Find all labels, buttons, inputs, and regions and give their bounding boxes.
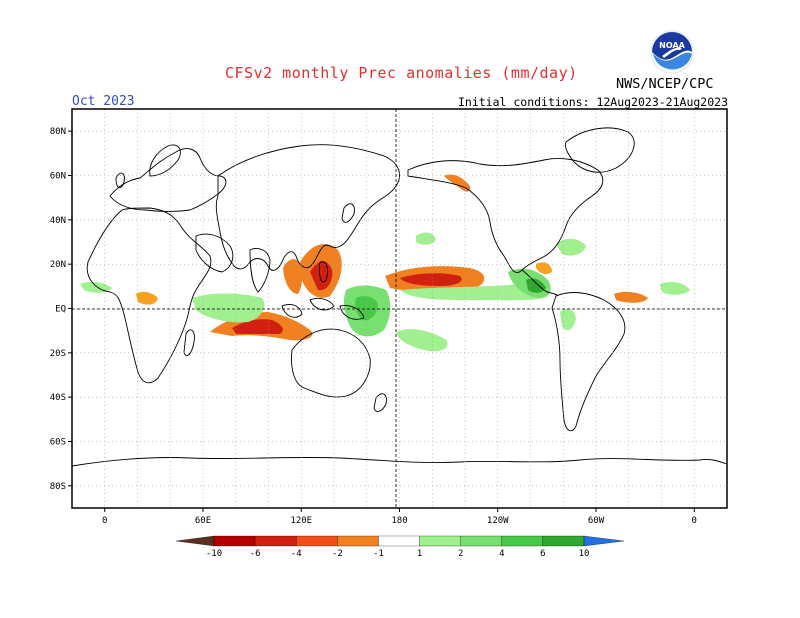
colorbar-min-arrow xyxy=(175,535,215,547)
anomaly-north-pacific-core xyxy=(400,273,462,286)
coast-antarctica xyxy=(72,456,727,508)
lat-tick-label: EQ xyxy=(55,305,66,315)
coast-arabia xyxy=(195,233,234,273)
coast-greenland xyxy=(565,127,635,173)
colorbar-swatch-wet xyxy=(419,535,461,547)
colorbar-label: -2 xyxy=(332,549,343,559)
anomaly-bay-of-bengal xyxy=(283,259,303,294)
lat-tick-label: 80S xyxy=(50,482,66,492)
colorbar-label: -10 xyxy=(206,549,222,559)
coast-philippines xyxy=(319,261,329,283)
precip-anomaly-layer xyxy=(80,174,690,352)
colorbar-swatch-dry xyxy=(213,535,256,547)
lat-tick-label: 20S xyxy=(50,349,66,359)
anomaly-east-equatorial-pacific xyxy=(400,283,548,301)
anomaly-south-china-sea-core xyxy=(310,261,333,291)
initial-conditions: Initial conditions: 12Aug2023-21Aug2023 xyxy=(457,95,728,109)
colorbar-label: 6 xyxy=(540,549,545,559)
lon-tick-label: 180 xyxy=(391,516,407,526)
lon-tick-label: 0 xyxy=(102,516,107,526)
colorbar-swatch-dry xyxy=(337,535,379,547)
colorbar-label: 4 xyxy=(499,549,504,559)
noaa-logo-icon: NOAA xyxy=(650,30,694,74)
coast-scandinavia xyxy=(149,144,181,177)
forecast-month: Oct 2023 xyxy=(72,94,135,109)
coast-madagascar xyxy=(183,329,195,356)
anomaly-east-atlantic-wet xyxy=(660,282,690,295)
logo-text: NOAA xyxy=(659,41,685,50)
coast-central-america xyxy=(521,269,559,297)
anomaly-tropical-atlantic xyxy=(614,291,648,303)
colorbar-label: 2 xyxy=(458,549,463,559)
lat-tick-label: 80N xyxy=(50,127,66,137)
anomaly-west-pacific-core xyxy=(355,296,378,321)
colorbar-label: -1 xyxy=(373,549,384,559)
anomaly-southeast-pacific xyxy=(396,329,448,352)
coast-uk xyxy=(115,172,125,188)
coast-europe xyxy=(109,148,227,212)
anomaly-east-indian-ocean-core xyxy=(232,319,283,334)
lon-tick-label: 60W xyxy=(588,516,605,526)
lat-tick-label: 60N xyxy=(50,172,66,182)
lon-tick-label: 120E xyxy=(290,516,312,526)
coastlines xyxy=(72,127,727,508)
colorbar-swatch-dry xyxy=(254,535,297,547)
anomaly-caribbean-dry xyxy=(536,262,552,275)
anomaly-north-pacific-wet xyxy=(416,232,436,245)
lat-tick-label: 40S xyxy=(50,393,66,403)
anomaly-central-america-core xyxy=(526,278,546,293)
coast-asia xyxy=(215,144,400,271)
lon-tick-label: 0 xyxy=(692,516,697,526)
colorbar-max-arrow xyxy=(583,535,625,547)
colorbar-swatch-neutral xyxy=(378,535,420,547)
anomaly-west-indian-ocean xyxy=(192,293,265,323)
colorbar-label: 1 xyxy=(417,549,422,559)
lon-tick-label: 120W xyxy=(487,516,509,526)
coast-japan xyxy=(341,203,355,223)
coast-africa xyxy=(86,207,212,384)
colorbar-swatch-dry xyxy=(296,535,338,547)
coast-north-america xyxy=(407,158,604,274)
colorbar-label: -6 xyxy=(250,549,261,559)
anomaly-south-america xyxy=(560,308,576,331)
colorbar-label: 10 xyxy=(579,549,590,559)
graticule xyxy=(72,109,727,508)
anomaly-north-atlantic xyxy=(556,238,586,256)
agency-label: NWS/NCEP/CPC xyxy=(616,76,714,92)
chart-title: CFSv2 monthly Prec anomalies (mm/day) xyxy=(225,64,578,82)
colorbar-label: -4 xyxy=(291,549,302,559)
anomaly-west-africa xyxy=(80,281,112,293)
coast-south-america xyxy=(551,292,626,432)
colorbar-swatch-wet xyxy=(542,535,585,547)
coast-new-zealand xyxy=(373,393,387,412)
lat-tick-label: 20N xyxy=(50,260,66,270)
coast-india xyxy=(249,248,271,293)
colorbar: -10 -6 -4 -2 -1 1 2 4 6 10 xyxy=(175,535,625,559)
lon-tick-label: 60E xyxy=(195,516,211,526)
colorbar-swatch-wet xyxy=(460,535,502,547)
longitude-axis: 0 60E 120E 180 120W 60W 0 xyxy=(102,508,697,526)
coast-australia xyxy=(291,328,371,398)
lat-tick-label: 60S xyxy=(50,438,66,448)
colorbar-swatch-wet xyxy=(501,535,544,547)
latitude-axis: 80N 60N 40N 20N EQ 20S 40S 60S 80S xyxy=(50,127,72,492)
anomaly-east-africa xyxy=(136,291,158,305)
lat-tick-label: 40N xyxy=(50,216,66,226)
